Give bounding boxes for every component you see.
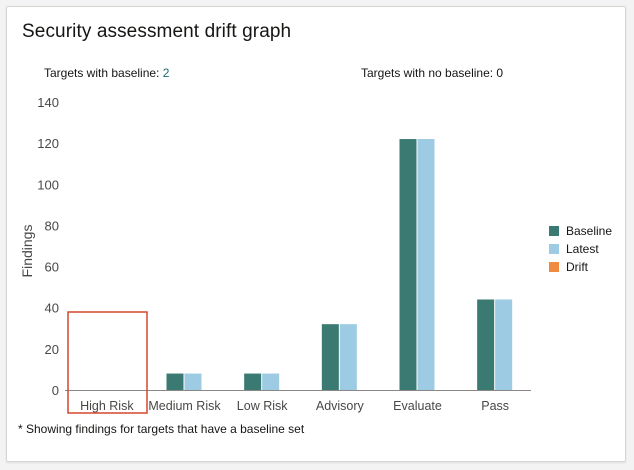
- bar-baseline[interactable]: [244, 373, 262, 390]
- x-tick-label: Low Risk: [237, 399, 288, 413]
- y-tick-label: 140: [37, 95, 59, 110]
- legend-label-drift: Drift: [566, 260, 588, 274]
- chart-footnote: * Showing findings for targets that have…: [18, 422, 305, 436]
- y-tick-label: 120: [37, 136, 59, 151]
- targets-no-baseline-value: 0: [496, 66, 504, 80]
- selected-category-highlight[interactable]: [67, 311, 148, 414]
- targets-with-baseline-value[interactable]: 2: [162, 66, 170, 80]
- y-tick-label: 100: [37, 177, 59, 192]
- bar-baseline[interactable]: [399, 139, 417, 390]
- bar-latest[interactable]: [262, 373, 280, 390]
- chart-legend: Baseline Latest Drift: [549, 222, 612, 276]
- bar-baseline[interactable]: [321, 324, 339, 390]
- x-tick-label: High Risk: [80, 399, 134, 413]
- bar-latest[interactable]: [184, 373, 202, 390]
- legend-swatch-latest: [549, 244, 559, 254]
- drift-graph-card: Security assessment drift graph Targets …: [6, 6, 626, 462]
- targets-with-baseline: Targets with baseline: 2: [44, 66, 169, 80]
- legend-label-latest: Latest: [566, 242, 599, 256]
- legend-swatch-drift: [549, 262, 559, 272]
- y-tick-label: 40: [45, 301, 59, 316]
- y-axis-label: Findings: [19, 225, 35, 278]
- legend-item-latest[interactable]: Latest: [549, 240, 612, 258]
- drift-bar-chart: 0 20 40 60 80 100 120 140 Findings High Risk Med…: [19, 95, 531, 414]
- y-axis-ticks: 0 20 40 60 80 100 120 140: [37, 95, 59, 398]
- y-tick-label: 20: [45, 342, 59, 357]
- card-title: Security assessment drift graph: [22, 21, 292, 42]
- bar-baseline[interactable]: [166, 373, 184, 390]
- bar-latest[interactable]: [495, 299, 513, 390]
- y-tick-label: 80: [45, 218, 59, 233]
- x-tick-label: Pass: [481, 399, 509, 413]
- y-tick-label: 60: [45, 260, 59, 275]
- x-tick-label: Evaluate: [393, 399, 442, 413]
- legend-item-drift[interactable]: Drift: [549, 258, 612, 276]
- y-tick-label: 0: [52, 383, 59, 398]
- x-tick-label: Advisory: [316, 399, 365, 413]
- legend-swatch-baseline: [549, 226, 559, 236]
- bar-latest[interactable]: [339, 324, 357, 390]
- bar-baseline[interactable]: [477, 299, 495, 390]
- targets-no-baseline: Targets with no baseline: 0: [361, 66, 503, 80]
- bar-latest[interactable]: [417, 139, 435, 390]
- x-axis-labels: High Risk Medium Risk Low Risk Advisory Eval…: [80, 399, 509, 413]
- targets-with-baseline-label: Targets with baseline:: [44, 66, 160, 80]
- targets-no-baseline-label: Targets with no baseline:: [361, 66, 494, 80]
- legend-label-baseline: Baseline: [566, 224, 613, 238]
- legend-item-baseline[interactable]: Baseline: [549, 222, 612, 240]
- x-tick-label: Medium Risk: [148, 399, 221, 413]
- bar-groups: [166, 139, 513, 390]
